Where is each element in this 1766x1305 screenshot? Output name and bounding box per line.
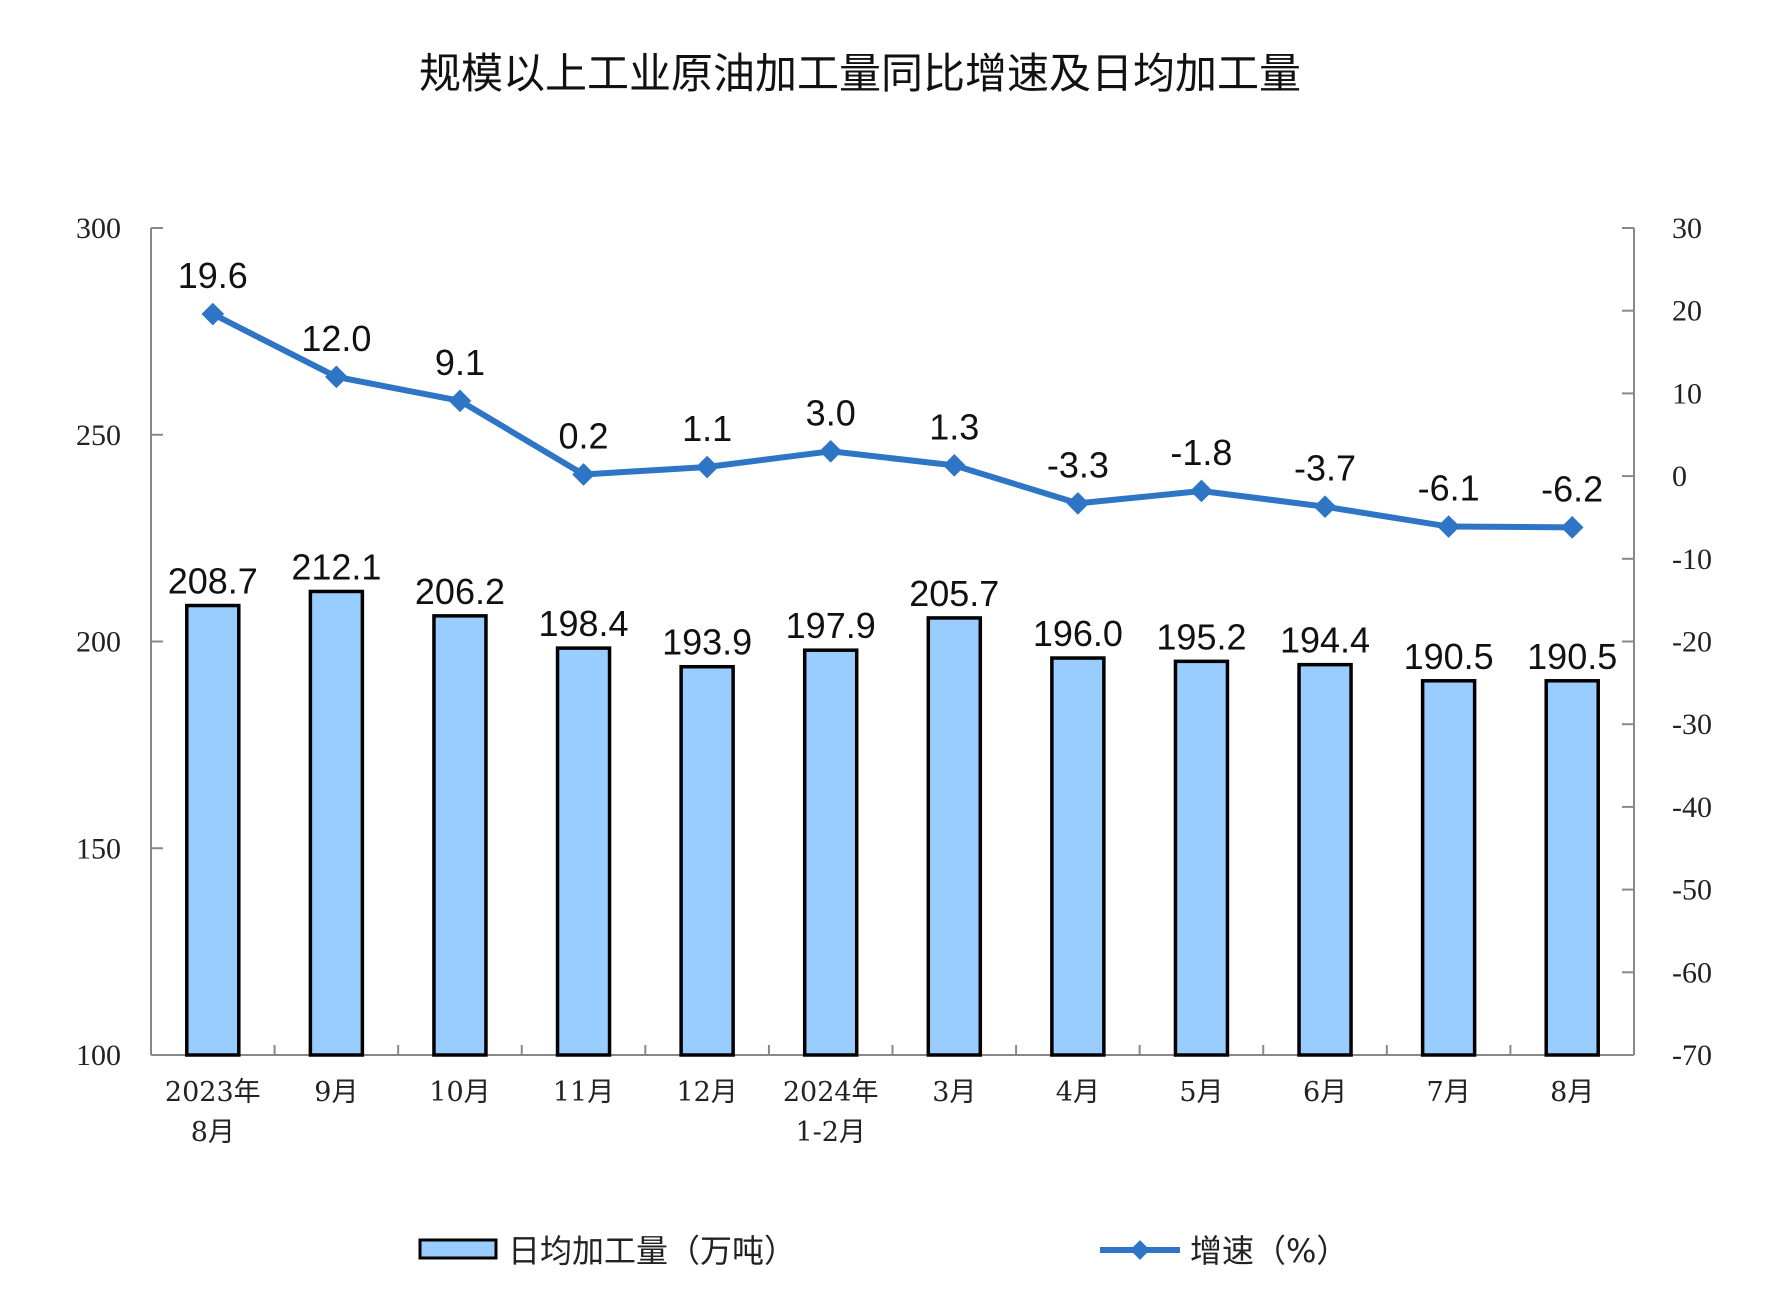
- x-tick-label: 6月: [1303, 1077, 1347, 1108]
- right-tick-label: -70: [1672, 1039, 1712, 1072]
- line-marker: [1313, 495, 1337, 519]
- line-data-label: 3.0: [806, 392, 856, 433]
- bar: [432, 614, 488, 1057]
- legend-bar-label: 日均加工量（万吨）: [508, 1232, 796, 1270]
- bar-data-label: 195.2: [1156, 616, 1246, 657]
- left-tick-label: 100: [76, 1039, 121, 1072]
- bar-data-label: 206.2: [415, 571, 505, 612]
- line-marker: [1437, 515, 1460, 538]
- bar: [308, 589, 365, 1057]
- line-data-label: -3.3: [1047, 444, 1109, 485]
- bar-data-label: 212.1: [291, 546, 381, 587]
- right-tick-label: 0: [1672, 460, 1687, 493]
- bar-data-label: 193.9: [662, 622, 752, 663]
- x-tick-label: 7月: [1427, 1077, 1471, 1108]
- line-marker: [1560, 516, 1584, 539]
- line-data-label: -6.1: [1418, 468, 1480, 509]
- legend: 日均加工量（万吨） 增速（%）: [418, 1232, 1348, 1270]
- bar: [1420, 679, 1477, 1057]
- bars: 208.7 212.1 206.2 198.4 193.9 197.9 205.7 196.0…: [168, 546, 1617, 1057]
- axes: 100 150 200 250 300 -70 -60 -50 -40 -30 -20 -10 0 10 2…: [76, 212, 1712, 1148]
- line-data-label: -6.2: [1541, 468, 1603, 509]
- right-tick-label: -50: [1672, 874, 1712, 907]
- bar-data-label: 194.4: [1280, 620, 1370, 661]
- line-data-label: -1.8: [1170, 432, 1232, 473]
- bar: [1297, 662, 1353, 1057]
- line-marker: [572, 463, 595, 486]
- x-tick-label: 2023年: [165, 1077, 261, 1108]
- left-tick-label: 200: [76, 626, 121, 659]
- x-tick-label: 10月: [429, 1077, 490, 1108]
- line-marker: [1066, 492, 1090, 515]
- chart-title: 规模以上工业原油加工量同比增速及日均加工量: [419, 49, 1301, 98]
- line-data-label: 1.1: [682, 408, 732, 449]
- legend-line-label: 增速（%）: [1190, 1232, 1348, 1270]
- right-tick-label: 30: [1672, 212, 1702, 245]
- line-marker: [201, 302, 225, 326]
- bar: [1173, 659, 1230, 1057]
- line-marker: [695, 455, 719, 479]
- x-tick-label: 12月: [676, 1077, 737, 1108]
- line-path: [211, 311, 1573, 531]
- legend-bar-swatch: [418, 1238, 498, 1260]
- bar: [555, 646, 612, 1057]
- line-marker: [1190, 479, 1213, 503]
- bar-data-label: 205.7: [909, 573, 999, 614]
- right-tick-label: 10: [1672, 377, 1702, 410]
- x-tick-label: 9月: [314, 1077, 358, 1108]
- bar: [802, 648, 859, 1057]
- right-tick-label: 20: [1672, 295, 1702, 328]
- right-tick-label: -10: [1672, 543, 1712, 576]
- line-marker: [448, 389, 472, 413]
- x-tick-label: 3月: [932, 1077, 976, 1108]
- line-data-label: 1.3: [929, 406, 979, 447]
- line-data-label: 19.6: [178, 255, 248, 296]
- bar: [185, 603, 241, 1057]
- bar: [679, 664, 735, 1057]
- line-data-label: 9.1: [435, 342, 485, 383]
- bar-data-label: 190.5: [1527, 636, 1617, 677]
- right-tick-label: -30: [1672, 708, 1712, 741]
- right-tick-label: -40: [1672, 791, 1712, 824]
- bar-data-label: 208.7: [168, 561, 258, 602]
- x-tick-label: 8月: [1550, 1077, 1594, 1108]
- bar: [926, 616, 983, 1057]
- bar-data-label: 197.9: [786, 605, 876, 646]
- x-tick-label: 2024年: [783, 1077, 879, 1108]
- bar: [1544, 679, 1600, 1057]
- bar-data-label: 198.4: [538, 603, 628, 644]
- x-tick-label: 11月: [553, 1077, 614, 1108]
- line-marker: [325, 365, 348, 389]
- x-tick-label: 8月: [191, 1117, 235, 1148]
- bar-data-label: 196.0: [1033, 613, 1123, 654]
- x-tick-label: 4月: [1056, 1077, 1100, 1108]
- line-series: 19.6 12.0 9.1 0.2 1.1 3.0 1.3 -3.3 -1.8 -3.7 -6.1 -…: [178, 255, 1603, 539]
- x-tick-label: 1-2月: [795, 1117, 865, 1148]
- legend-line-marker: [1130, 1240, 1150, 1260]
- right-tick-label: -60: [1672, 956, 1712, 989]
- right-tick-label: -20: [1672, 626, 1712, 659]
- bar: [1050, 656, 1106, 1057]
- line-marker: [942, 454, 966, 477]
- line-data-label: 0.2: [559, 415, 609, 456]
- left-tick-label: 150: [76, 832, 121, 865]
- line-data-label: -3.7: [1294, 448, 1356, 489]
- left-tick-label: 300: [76, 212, 121, 245]
- line-marker: [819, 439, 843, 463]
- line-data-label: 12.0: [301, 318, 371, 359]
- x-tick-label: 5月: [1179, 1077, 1223, 1108]
- left-tick-label: 250: [76, 419, 121, 452]
- bar-data-label: 190.5: [1404, 636, 1494, 677]
